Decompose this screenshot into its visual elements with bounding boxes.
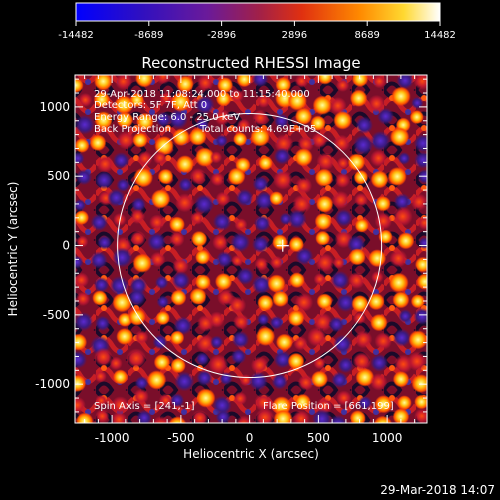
colorbar-ticks (75, 21, 441, 26)
y-axis-label: Heliocentric Y (arcsec) (6, 182, 20, 317)
image-blobs (75, 75, 427, 423)
colorbar-tick-label: -8689 (134, 30, 163, 41)
colorbar-tick-label: -14482 (58, 30, 93, 41)
x-tick-label: 500 (307, 431, 330, 445)
y-tick-label: -500 (43, 308, 70, 322)
detectors-text: Detectors: 5F 7F, Att 0 (94, 100, 207, 111)
solar-limb-circle (117, 113, 383, 379)
colorbar (75, 2, 441, 22)
flare-position-text: Flare Position = [661,199] (263, 401, 394, 412)
x-tick-label: -500 (167, 431, 194, 445)
colorbar-tick-label: 14482 (424, 30, 456, 41)
y-tick-label: -1000 (35, 377, 70, 391)
y-tick-labels: 1000 500 0 -500 -1000 (35, 100, 70, 391)
x-axis-label: Heliocentric X (arcsec) (183, 447, 319, 461)
x-tick-label: 0 (246, 431, 254, 445)
colorbar-tick-label: 2896 (282, 30, 307, 41)
x-axis-ticks (84, 75, 416, 423)
total-counts-text: Total counts: 4.69E+05 (199, 124, 316, 135)
x-tick-labels: -1000 -500 0 500 1000 (95, 431, 403, 445)
method-text: Back Projection (94, 124, 171, 135)
image-area (75, 75, 427, 423)
colorbar-labels: -14482 -8689 -2896 2896 8689 14482 (58, 30, 456, 41)
energy-range-text: Energy Range: 6.0 - 25.0 keV (94, 112, 240, 123)
plot-frame (74, 74, 428, 424)
y-tick-label: 500 (47, 169, 70, 183)
x-tick-label: -1000 (95, 431, 130, 445)
y-axis-ticks (75, 78, 427, 413)
time-range-text: 29-Apr-2018 11:08:24.000 to 11:15:40.000 (94, 89, 310, 100)
flare-position-marker (276, 239, 289, 252)
footer-timestamp: 29-Mar-2018 14:07 (380, 483, 495, 497)
colorbar-tick-label: -2896 (207, 30, 236, 41)
y-tick-label: 1000 (39, 100, 70, 114)
colorbar-tick-label: 8689 (354, 30, 379, 41)
x-tick-label: 1000 (372, 431, 403, 445)
y-tick-label: 0 (62, 239, 70, 253)
spin-axis-text: Spin Axis = [241,-1] (94, 401, 195, 412)
plot-title: Reconstructed RHESSI Image (141, 54, 360, 72)
